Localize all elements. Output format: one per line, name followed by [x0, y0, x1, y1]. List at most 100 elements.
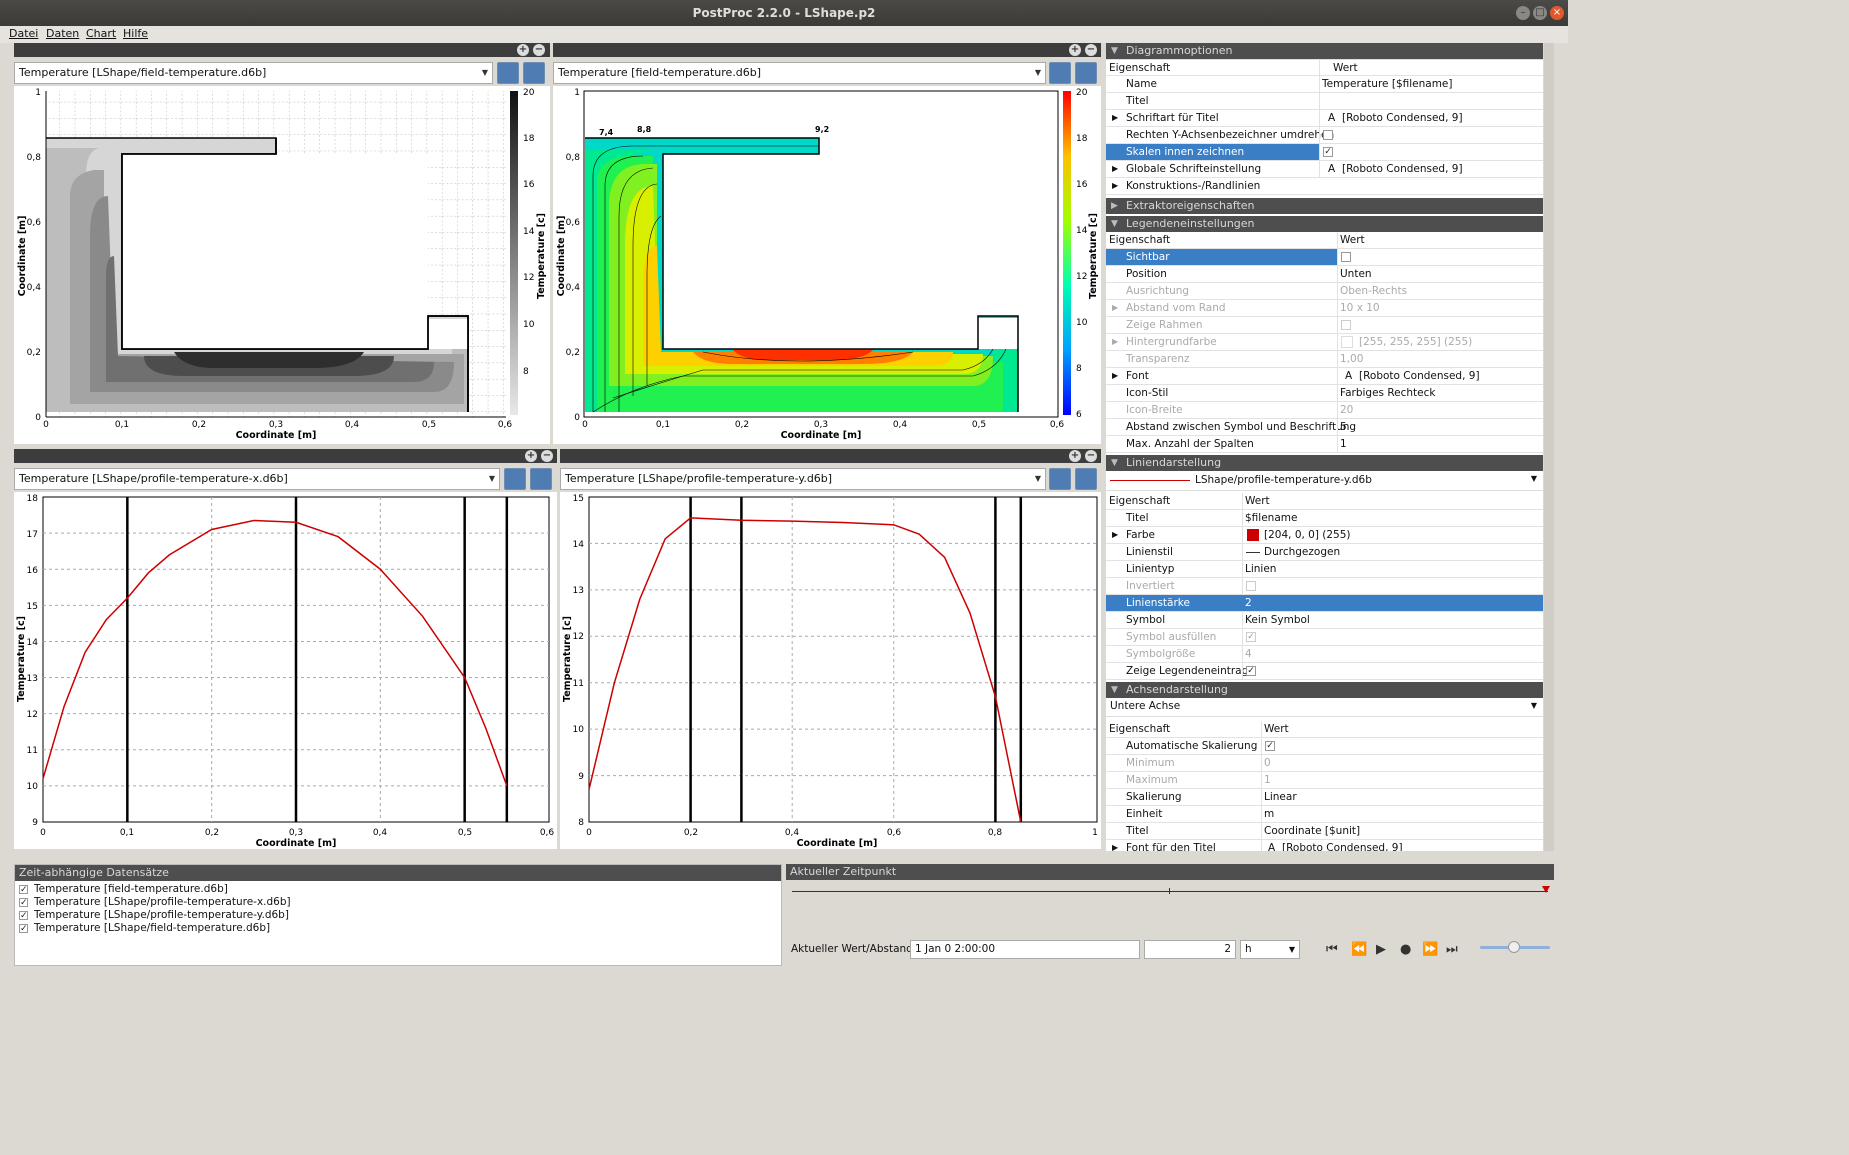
remove-chart-icon[interactable]: −: [533, 44, 545, 56]
prop-row[interactable]: ▶ Konstruktions-/Randlinien: [1106, 178, 1543, 195]
expand-icon[interactable]: ▶: [1112, 181, 1119, 190]
maximize-icon[interactable]: □: [1533, 6, 1547, 20]
menu-hilfe[interactable]: Hilfe: [123, 27, 149, 40]
time-slider-track[interactable]: [792, 891, 1548, 892]
color-swatch[interactable]: [1247, 529, 1259, 541]
expand-icon[interactable]: ▶: [1112, 843, 1119, 851]
menu-daten[interactable]: Daten: [46, 27, 80, 40]
prop-row[interactable]: Symbol Kein Symbol: [1106, 612, 1543, 629]
axis-select[interactable]: Untere Achse ▼: [1106, 698, 1543, 717]
skip-last-icon[interactable]: ⏭: [1446, 942, 1458, 957]
prop-value[interactable]: Linien: [1245, 563, 1277, 575]
speed-slider-handle[interactable]: [1508, 941, 1520, 953]
skip-first-icon[interactable]: ⏮: [1326, 942, 1338, 957]
list-item[interactable]: ✓ Temperature [field-temperature.d6b]: [15, 883, 781, 896]
prop-row[interactable]: Skalierung Linear: [1106, 789, 1543, 806]
minimize-icon[interactable]: –: [1516, 6, 1530, 20]
prop-value[interactable]: [Roboto Condensed, 9]: [1342, 163, 1463, 175]
prop-row[interactable]: Max. Anzahl der Spalten 1: [1106, 436, 1543, 453]
dataset-select[interactable]: Temperature [LShape/profile-temperature-…: [560, 468, 1046, 490]
prop-value[interactable]: 1: [1340, 438, 1347, 450]
prop-value[interactable]: 2: [1245, 597, 1252, 609]
menu-chart[interactable]: Chart: [86, 27, 117, 40]
prop-row[interactable]: Rechten Y-Achsenbezeichner umdrehen: [1106, 127, 1543, 144]
table-view-icon[interactable]: [530, 468, 552, 490]
section-line-style[interactable]: ▼ Liniendarstellung: [1106, 455, 1543, 471]
prop-value[interactable]: Unten: [1340, 268, 1372, 280]
chart-settings-icon[interactable]: [504, 468, 526, 490]
time-value-field[interactable]: 1 Jan 0 2:00:00: [910, 940, 1140, 959]
prop-value[interactable]: [Roboto Condensed, 9]: [1359, 370, 1480, 382]
chart-settings-icon[interactable]: [497, 62, 519, 84]
prop-value[interactable]: Farbiges Rechteck: [1340, 387, 1436, 399]
play-icon[interactable]: ▶: [1376, 942, 1386, 957]
add-chart-icon[interactable]: +: [517, 44, 529, 56]
checkbox[interactable]: ✓: [19, 910, 28, 921]
section-legend[interactable]: ▼ Legendeneinstellungen: [1106, 216, 1543, 232]
prop-row[interactable]: Linientyp Linien: [1106, 561, 1543, 578]
prop-value[interactable]: Linear: [1264, 791, 1297, 803]
table-view-icon[interactable]: [1075, 468, 1097, 490]
checkbox[interactable]: ✓: [1323, 147, 1333, 157]
checkbox[interactable]: ✓: [19, 884, 28, 895]
expand-icon[interactable]: ▶: [1112, 530, 1119, 539]
close-icon[interactable]: ×: [1550, 6, 1564, 20]
checkbox[interactable]: ✓: [19, 923, 28, 934]
prop-row[interactable]: Zeige Legendeneintrag ✓: [1106, 663, 1543, 680]
prop-value[interactable]: [Roboto Condensed, 9]: [1342, 112, 1463, 124]
prop-value[interactable]: [Roboto Condensed, 9]: [1282, 842, 1403, 851]
checkbox[interactable]: ✓: [1246, 666, 1256, 676]
checkbox[interactable]: ✓: [19, 897, 28, 908]
prop-row[interactable]: Linienstärke 2: [1106, 595, 1543, 612]
prop-row[interactable]: Titel: [1106, 93, 1543, 110]
prop-value[interactable]: Kein Symbol: [1245, 614, 1310, 626]
prop-row[interactable]: ▶ Schriftart für Titel A [Roboto Condensed,…: [1106, 110, 1543, 127]
add-chart-icon[interactable]: +: [1069, 450, 1081, 462]
series-select[interactable]: LShape/profile-temperature-y.d6b ▼: [1106, 471, 1543, 491]
chart-settings-icon[interactable]: [1049, 468, 1071, 490]
expand-icon[interactable]: ▶: [1112, 371, 1119, 380]
remove-chart-icon[interactable]: −: [541, 450, 553, 462]
checkbox[interactable]: [1323, 127, 1333, 143]
expand-icon[interactable]: ▶: [1112, 113, 1119, 122]
list-item[interactable]: ✓ Temperature [LShape/profile-temperature…: [15, 896, 781, 909]
prop-row[interactable]: Automatische Skalierung ✓: [1106, 738, 1543, 755]
prop-value[interactable]: m: [1264, 808, 1275, 820]
expand-icon[interactable]: ▶: [1112, 164, 1119, 173]
prop-row[interactable]: ▶ Globale Schrifteinstellung A [Roboto Cond…: [1106, 161, 1543, 178]
section-extractor[interactable]: ▶ Extraktoreigenschaften: [1106, 198, 1543, 214]
prop-row[interactable]: ▶ Farbe [204, 0, 0] (255): [1106, 527, 1543, 544]
prop-value[interactable]: 5: [1340, 421, 1347, 433]
list-item[interactable]: ✓ Temperature [LShape/field-temperature.d…: [15, 922, 781, 935]
prop-row[interactable]: Icon-Stil Farbiges Rechteck: [1106, 385, 1543, 402]
prop-value[interactable]: Coordinate [$unit]: [1264, 825, 1361, 837]
dataset-select[interactable]: Temperature [LShape/profile-temperature-…: [14, 468, 500, 490]
prop-row[interactable]: Abstand zwischen Symbol und Beschriftung…: [1106, 419, 1543, 436]
prop-value[interactable]: $filename: [1245, 512, 1298, 524]
prop-row[interactable]: ▶ Font für den Titel A [Roboto Condensed, 9…: [1106, 840, 1543, 851]
remove-chart-icon[interactable]: −: [1085, 450, 1097, 462]
table-view-icon[interactable]: [1075, 62, 1097, 84]
prop-row[interactable]: ▶ Font A [Roboto Condensed, 9]: [1106, 368, 1543, 385]
dataset-select[interactable]: Temperature [field-temperature.d6b] ▼: [553, 62, 1046, 84]
prop-value[interactable]: [204, 0, 0] (255): [1264, 529, 1351, 541]
prop-row[interactable]: Skalen innen zeichnen ✓: [1106, 144, 1543, 161]
prop-row[interactable]: Name Temperature [$filename]: [1106, 76, 1543, 93]
prop-row[interactable]: Position Unten: [1106, 266, 1543, 283]
add-chart-icon[interactable]: +: [1069, 44, 1081, 56]
list-item[interactable]: ✓ Temperature [LShape/profile-temperature…: [15, 909, 781, 922]
step-field[interactable]: 2: [1144, 940, 1236, 959]
stop-icon[interactable]: ●: [1400, 942, 1412, 957]
unit-select[interactable]: h ▼: [1240, 940, 1300, 959]
checkbox[interactable]: ✓: [1265, 741, 1275, 751]
section-diagram-options[interactable]: ▼ Diagrammoptionen: [1106, 43, 1543, 59]
remove-chart-icon[interactable]: −: [1085, 44, 1097, 56]
time-marker-icon[interactable]: [1542, 886, 1550, 893]
prop-row[interactable]: Einheit m: [1106, 806, 1543, 823]
checkbox[interactable]: [1341, 249, 1351, 265]
prop-row[interactable]: Titel Coordinate [$unit]: [1106, 823, 1543, 840]
step-forward-icon[interactable]: ⏩: [1422, 942, 1439, 957]
dataset-select[interactable]: Temperature [LShape/field-temperature.d6…: [14, 62, 493, 84]
menu-datei[interactable]: Datei: [9, 27, 39, 40]
table-view-icon[interactable]: [523, 62, 545, 84]
